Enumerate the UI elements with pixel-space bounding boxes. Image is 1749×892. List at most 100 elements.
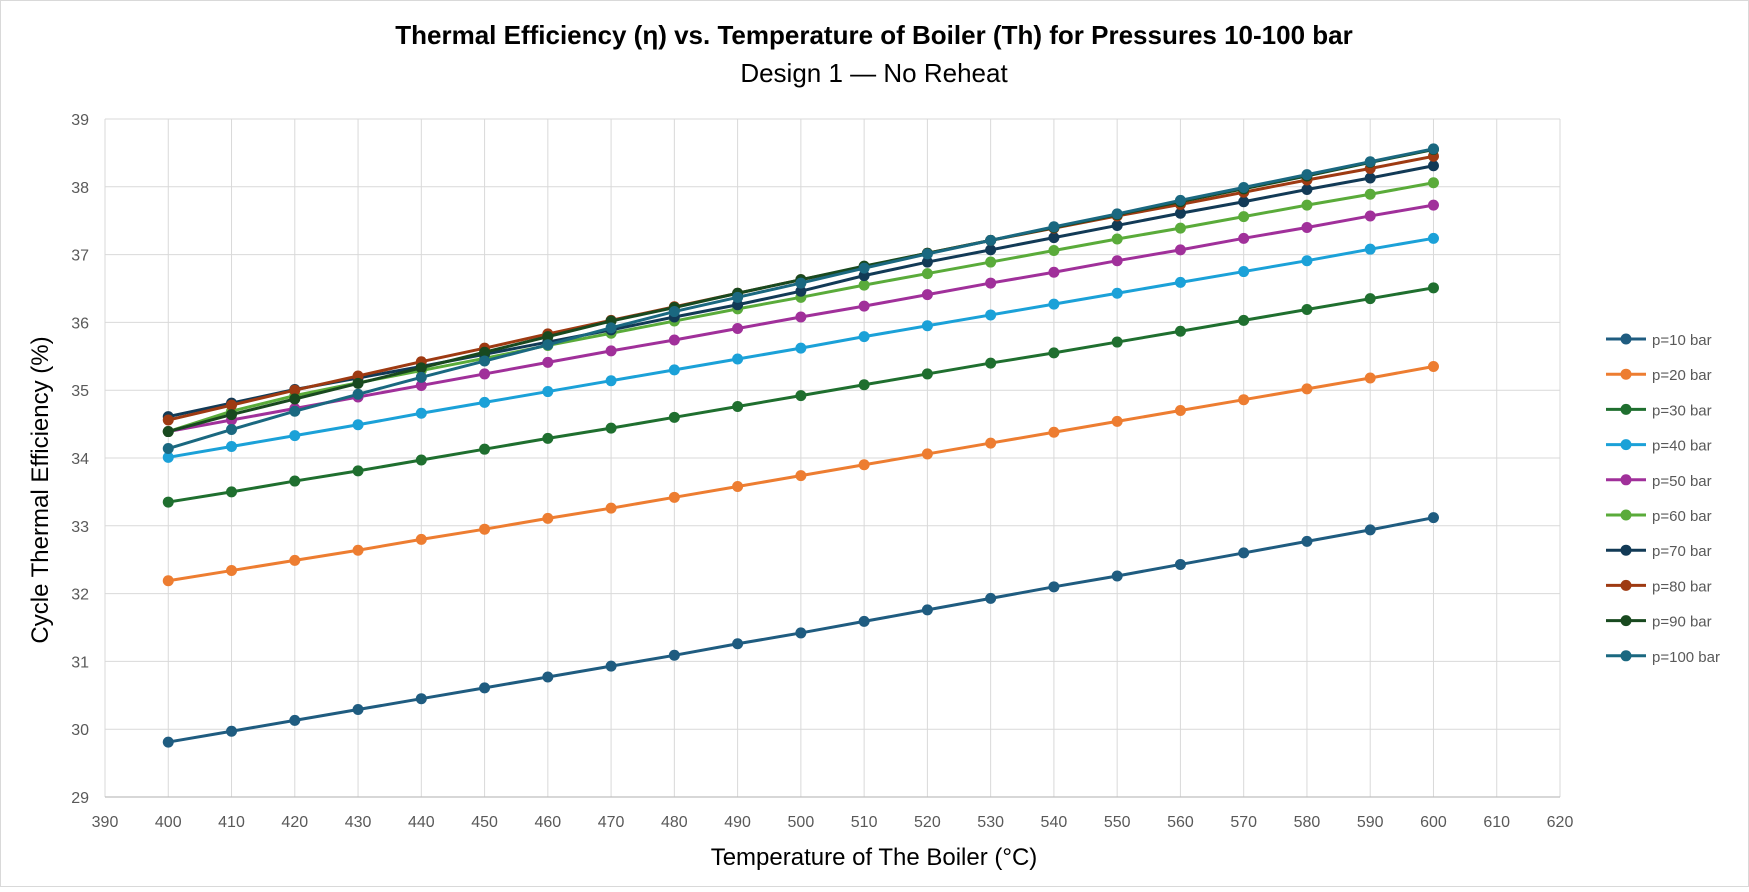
data-point [1111, 219, 1123, 231]
data-point [1238, 547, 1250, 559]
data-point [1048, 245, 1060, 257]
data-point [795, 342, 807, 354]
data-point [542, 512, 554, 524]
data-point [985, 277, 997, 289]
legend-marker [1620, 579, 1632, 591]
data-point [1238, 314, 1250, 326]
data-point [542, 356, 554, 368]
data-point [289, 430, 301, 442]
data-point [732, 323, 744, 335]
data-point [605, 422, 617, 434]
legend-item: p=100 bar [1606, 649, 1720, 666]
data-point [1238, 181, 1250, 193]
data-point [1048, 298, 1060, 310]
data-point [732, 480, 744, 492]
data-point [795, 470, 807, 482]
data-point [289, 554, 301, 566]
data-point [858, 262, 870, 274]
data-point [795, 311, 807, 323]
data-point [985, 244, 997, 256]
y-tick-label: 35 [71, 383, 89, 400]
data-point [1364, 243, 1376, 255]
data-point [1111, 570, 1123, 582]
y-tick-label: 37 [71, 248, 89, 265]
y-tick-label: 29 [71, 790, 89, 807]
legend-marker [1620, 474, 1632, 486]
data-point [795, 390, 807, 402]
legend-item: p=90 bar [1606, 614, 1712, 631]
data-point [1301, 221, 1313, 233]
data-point [795, 627, 807, 639]
legend-item: p=80 bar [1606, 578, 1712, 595]
legend-label: p=20 bar [1652, 367, 1712, 384]
x-tick-label: 560 [1167, 814, 1194, 831]
data-point [1301, 255, 1313, 267]
data-point [352, 704, 364, 716]
data-point [668, 306, 680, 318]
legend-label: p=80 bar [1652, 578, 1712, 595]
x-tick-label: 510 [851, 814, 878, 831]
x-tick-label: 420 [281, 814, 308, 831]
data-point [1111, 415, 1123, 427]
data-point [1048, 426, 1060, 438]
x-tick-label: 400 [155, 814, 182, 831]
chart-title: Thermal Efficiency (η) vs. Temperature o… [395, 20, 1352, 50]
data-point [1111, 208, 1123, 220]
data-point [289, 405, 301, 417]
data-point [1238, 232, 1250, 244]
data-point [921, 268, 933, 280]
data-point [1048, 581, 1060, 593]
data-point [605, 502, 617, 514]
data-point [479, 396, 491, 408]
data-point [1427, 199, 1439, 211]
series-p-10-bar [162, 512, 1439, 748]
data-point [415, 362, 427, 374]
x-tick-label: 490 [724, 814, 751, 831]
legend-label: p=10 bar [1652, 332, 1712, 349]
data-point [1238, 394, 1250, 406]
x-tick-label: 540 [1041, 814, 1068, 831]
data-point [1301, 199, 1313, 211]
data-point [732, 638, 744, 650]
data-point [858, 615, 870, 627]
data-point [1364, 156, 1376, 168]
y-tick-label: 38 [71, 180, 89, 197]
x-tick-label: 570 [1230, 814, 1257, 831]
legend-marker [1620, 615, 1632, 627]
y-tick-label: 33 [71, 519, 89, 536]
legend-item: p=10 bar [1606, 332, 1712, 349]
data-point [1427, 282, 1439, 294]
data-point [668, 334, 680, 346]
data-point [542, 386, 554, 398]
data-point [921, 248, 933, 260]
x-tick-label: 460 [534, 814, 561, 831]
data-point [1048, 232, 1060, 244]
data-point [1174, 194, 1186, 206]
data-point [605, 322, 617, 334]
legend-item: p=20 bar [1606, 367, 1712, 384]
series-p-30-bar [162, 282, 1439, 508]
data-point [1364, 293, 1376, 305]
data-point [985, 357, 997, 369]
data-point [921, 604, 933, 616]
data-point [1364, 188, 1376, 200]
data-point [479, 523, 491, 535]
data-point [289, 384, 301, 396]
data-point [1174, 222, 1186, 234]
legend-label: p=70 bar [1652, 543, 1712, 560]
series-group [162, 143, 1439, 748]
data-point [352, 388, 364, 400]
data-point [289, 475, 301, 487]
data-point [1427, 360, 1439, 372]
data-point [415, 454, 427, 466]
data-point [162, 443, 174, 455]
x-axis-label: Temperature of The Boiler (°C) [711, 844, 1038, 871]
x-tick-label: 610 [1483, 814, 1510, 831]
series-p-50-bar [162, 199, 1439, 438]
data-point [542, 432, 554, 444]
data-point [985, 234, 997, 246]
data-point [542, 671, 554, 683]
data-point [985, 309, 997, 321]
legend-label: p=30 bar [1652, 402, 1712, 419]
